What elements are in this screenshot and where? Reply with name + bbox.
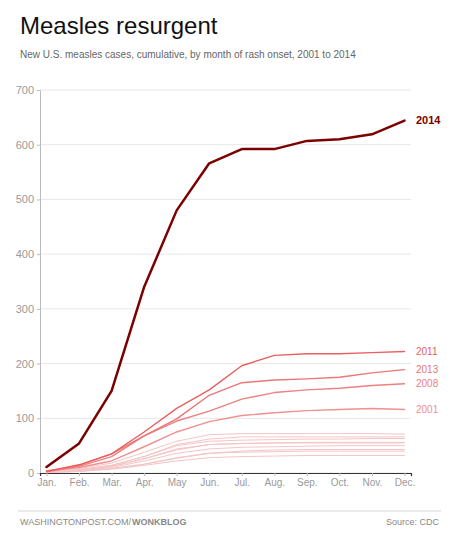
y-tick-label: 0 — [28, 467, 34, 479]
y-tick-label: 200 — [16, 358, 34, 370]
footer-rule — [18, 511, 441, 512]
y-tick: 200 — [16, 358, 40, 370]
plot: 0 100 200 300 400 500 600 700 Jan. Feb. Mar. Apr. Ma… — [16, 84, 442, 488]
series-label: 2014 — [416, 114, 441, 126]
series-line — [47, 434, 405, 472]
y-tick-mark — [37, 199, 40, 200]
x-tick-mark — [242, 473, 243, 476]
x-tick-label: Jun. — [200, 477, 219, 488]
series-line — [47, 446, 405, 473]
series-line — [47, 449, 405, 472]
lines — [47, 121, 405, 473]
y-tick-label: 700 — [16, 84, 34, 96]
footer-source: Source: CDC — [386, 517, 440, 527]
y-tick-label: 100 — [16, 412, 34, 424]
y-tick-mark — [37, 254, 40, 255]
series-line — [47, 121, 405, 467]
x-tick-mark — [307, 473, 308, 476]
y-tick: 600 — [16, 139, 40, 151]
y-tick-label: 300 — [16, 303, 34, 315]
x-tick-label: May — [168, 477, 187, 488]
grid-line — [40, 308, 411, 309]
x-tick: Mar. — [102, 473, 121, 488]
y-tick-mark — [37, 473, 40, 474]
grid-line — [40, 363, 411, 364]
y-tick: 500 — [16, 193, 40, 205]
grid — [40, 90, 411, 473]
x-tick-label: Aug. — [265, 477, 286, 488]
x-tick-mark — [47, 473, 48, 476]
x-tick-mark — [404, 473, 405, 476]
y-tick-label: 600 — [16, 139, 34, 151]
y-tick: 300 — [16, 303, 40, 315]
y-tick-mark — [37, 309, 40, 310]
title: Measles resurgent — [20, 12, 218, 39]
x-tick: Aug. — [265, 473, 286, 488]
x-axis-line — [41, 474, 412, 477]
y-tick-label: 400 — [16, 248, 34, 260]
y-tick: 100 — [16, 412, 40, 424]
y-tick-mark — [37, 364, 40, 365]
x-tick-label: Sep. — [297, 477, 318, 488]
y-axis: 0 100 200 300 400 500 600 700 — [16, 84, 41, 479]
x-tick: Dec. — [395, 473, 416, 488]
series-label: 2008 — [416, 378, 439, 389]
x-tick-mark — [274, 473, 275, 476]
x-tick: Oct. — [331, 473, 349, 488]
chart: Measles resurgent New U.S. measles cases,… — [0, 0, 459, 537]
x-tick-mark — [144, 473, 145, 476]
subtitle: New U.S. measles cases, cumulative, by m… — [20, 49, 356, 60]
series-line — [47, 370, 405, 472]
x-tick: May — [168, 473, 187, 488]
y-tick-label: 500 — [16, 193, 34, 205]
x-tick-mark — [372, 473, 373, 476]
x-tick-label: Dec. — [395, 477, 416, 488]
x-axis: Jan. Feb. Mar. Apr. May Jun. Jul. Aug. Sep. Oct. N… — [38, 473, 416, 488]
x-tick: Apr. — [136, 473, 154, 488]
x-tick-mark — [209, 473, 210, 476]
y-axis-line — [37, 91, 41, 474]
grid-line — [40, 90, 411, 91]
series-label: 2001 — [416, 404, 439, 415]
x-tick-mark — [112, 473, 113, 476]
x-tick: Sep. — [297, 473, 318, 488]
grid-line — [40, 199, 411, 200]
x-tick: Nov. — [363, 473, 383, 488]
x-tick-mark — [79, 473, 80, 476]
x-tick-label: Jan. — [38, 477, 57, 488]
y-tick: 700 — [16, 84, 40, 96]
grid-line — [40, 144, 411, 145]
footer-text: WONKBLOG — [132, 517, 187, 527]
x-tick-label: Jul. — [234, 477, 250, 488]
series-label: 2011 — [416, 346, 438, 357]
series-line — [47, 408, 405, 470]
x-tick: Jan. — [38, 473, 57, 488]
line-labels: 2001 2008 2013 2011 2014 — [416, 114, 441, 415]
x-tick-mark — [177, 473, 178, 476]
x-tick: Jun. — [200, 473, 219, 488]
x-tick-label: Feb. — [70, 477, 90, 488]
series-label: 2013 — [416, 364, 439, 375]
y-tick-mark — [37, 145, 40, 146]
y-tick: 400 — [16, 248, 40, 260]
x-tick-label: Apr. — [136, 477, 154, 488]
x-tick-label: Oct. — [331, 477, 349, 488]
x-tick: Jul. — [234, 473, 250, 488]
x-tick-mark — [339, 473, 340, 476]
series-line — [47, 439, 405, 472]
footer-text: WASHINGTONPOST.COM/ — [20, 517, 132, 527]
y-tick-mark — [37, 418, 40, 419]
y-tick-mark — [37, 90, 40, 91]
x-tick-label: Nov. — [363, 477, 383, 488]
grid-line — [40, 254, 411, 255]
series-line — [47, 437, 405, 472]
x-tick-label: Mar. — [102, 477, 121, 488]
x-tick: Feb. — [70, 473, 90, 488]
series-line — [47, 384, 405, 472]
